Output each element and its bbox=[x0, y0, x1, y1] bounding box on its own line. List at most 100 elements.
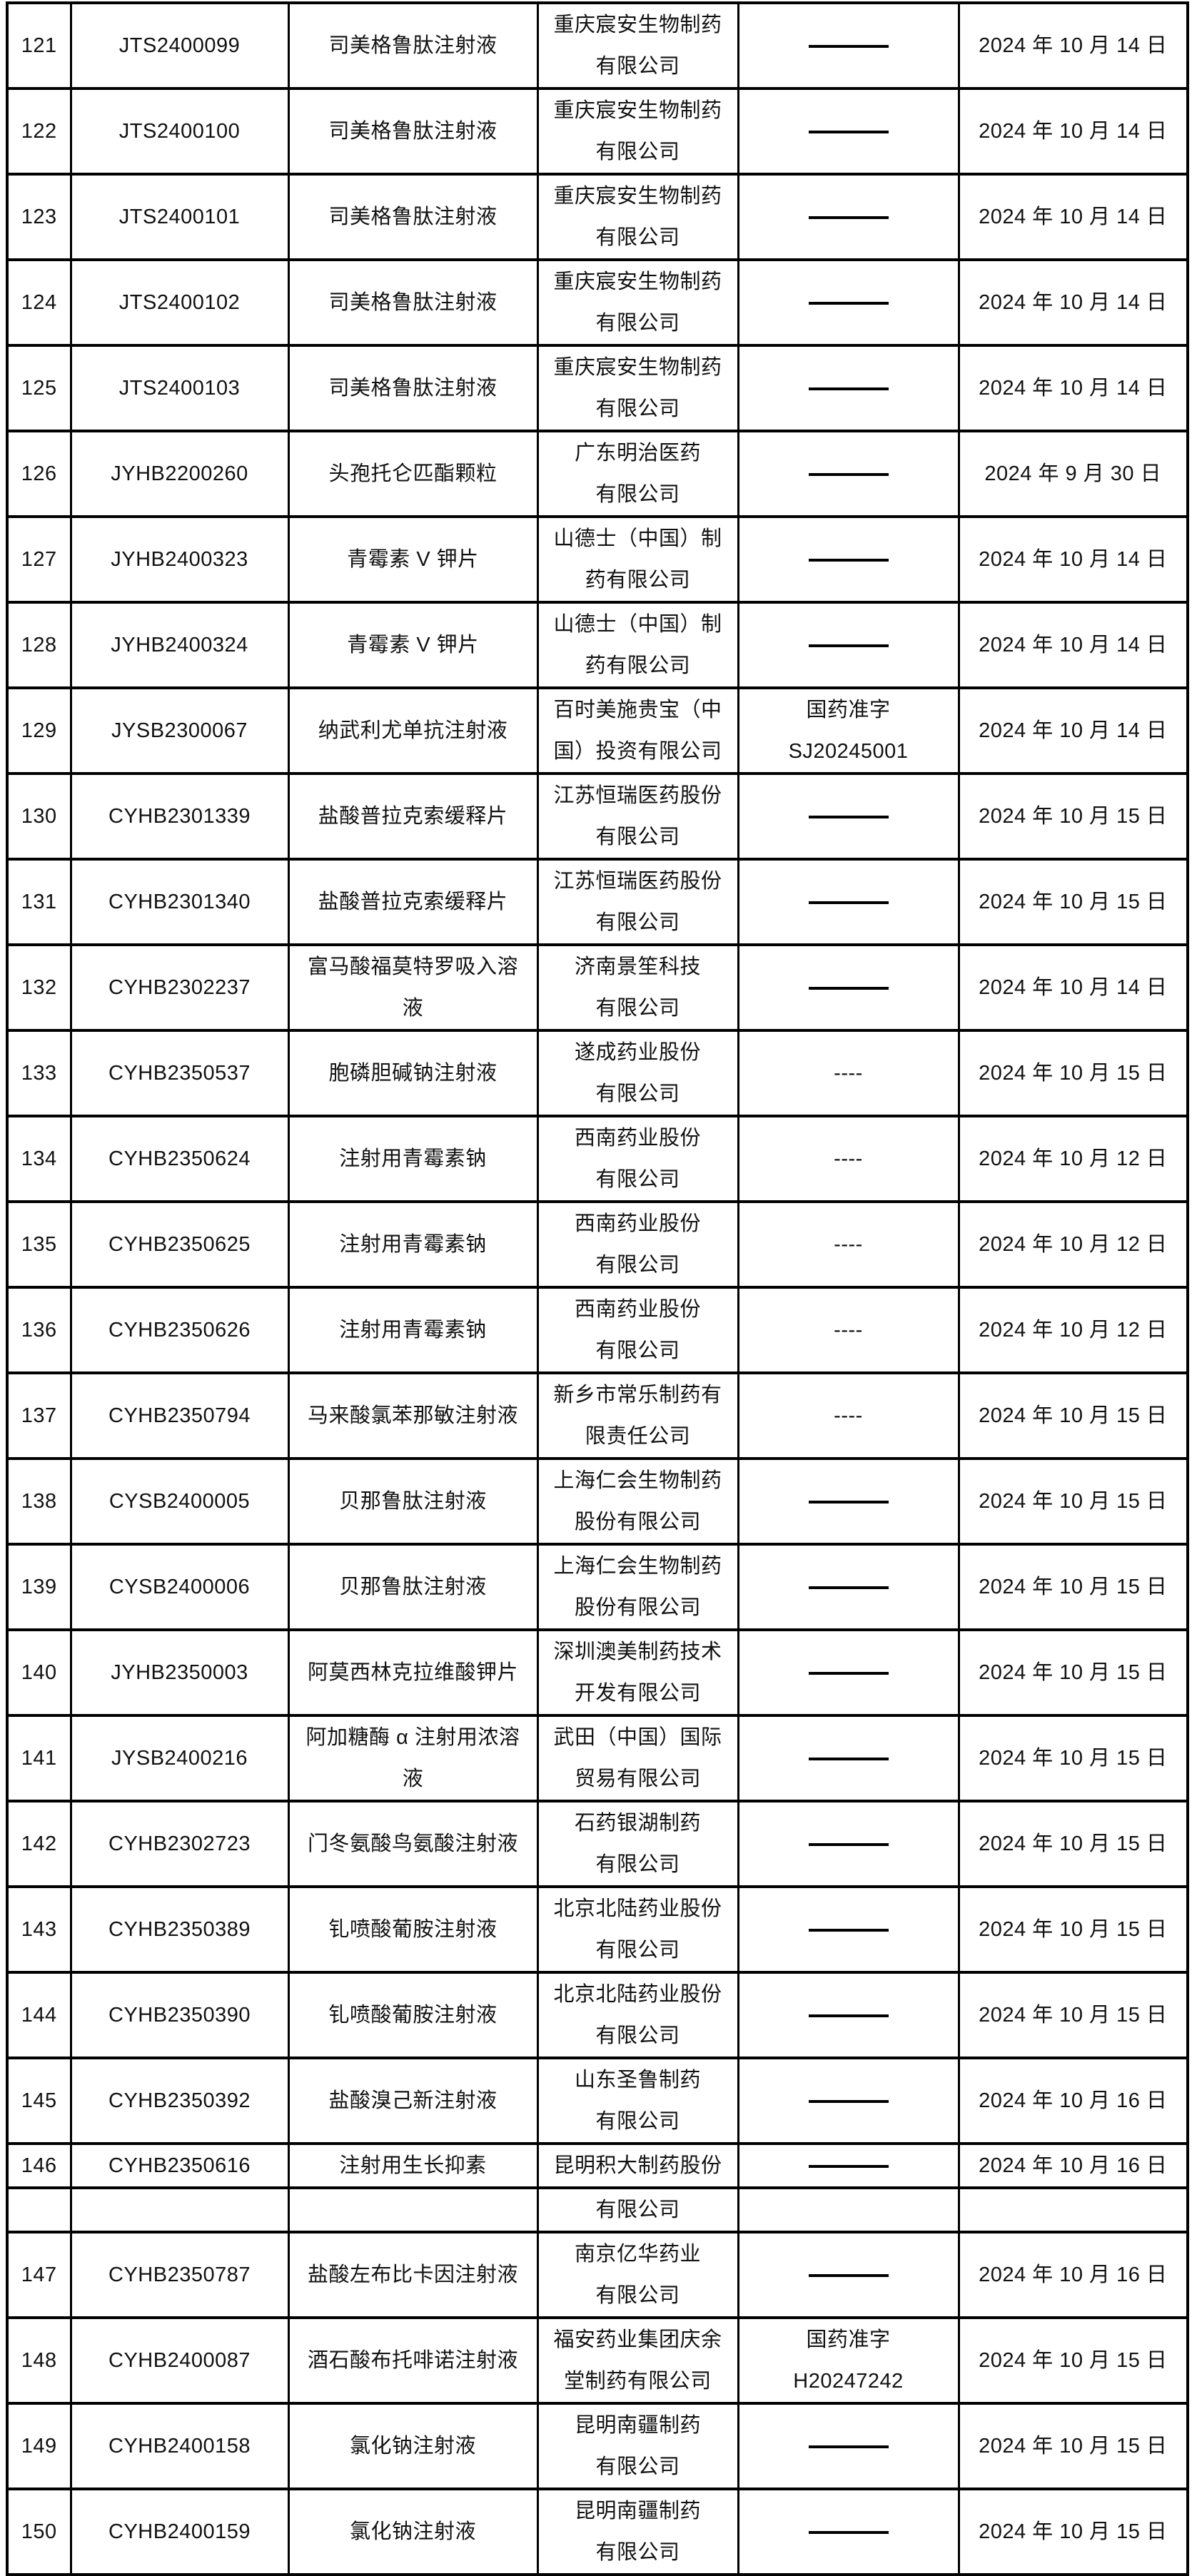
long-dash bbox=[808, 130, 889, 133]
company-cell: 西南药业股份 有限公司 bbox=[536, 1286, 739, 1374]
company-cell-text: 有限公司 bbox=[595, 2110, 680, 2133]
serial-cell: 149 bbox=[6, 2402, 72, 2490]
acceptance-number-cell-text: CYHB2350794 bbox=[108, 1404, 251, 1427]
drug-name-cell-text: 纳武利尤单抗注射液 bbox=[318, 719, 508, 742]
drug-name-cell-text: 液 bbox=[402, 1768, 424, 1790]
long-dash bbox=[808, 2099, 889, 2103]
drug-name-cell-text: 司美格鲁肽注射液 bbox=[328, 34, 497, 57]
drug-name-cell-text: 注射用青霉素钠 bbox=[339, 1319, 487, 1342]
approval-number-cell bbox=[737, 2402, 960, 2490]
table-row: 142 CYHB2302723 门冬氨酸鸟氨酸注射液 石药银湖制药 有限公司 2024 年… bbox=[6, 1800, 1189, 1888]
table-row: 137 CYHB2350794 马来酸氯苯那敏注射液 新乡市常乐制药有 限责任公司 ---… bbox=[6, 1371, 1189, 1460]
company-cell: 江苏恒瑞医药股份 有限公司 bbox=[536, 772, 739, 861]
table-row: 136 CYHB2350626 注射用青霉素钠 西南药业股份 有限公司 ---- 2024 … bbox=[6, 1286, 1189, 1374]
company-cell-text: 药有限公司 bbox=[585, 569, 691, 592]
long-dash bbox=[808, 2164, 889, 2168]
date-cell: 2024 年 9 月 30 日 bbox=[957, 430, 1189, 518]
serial-cell: 144 bbox=[6, 1971, 72, 2059]
date-cell-text: 2024 年 10 月 15 日 bbox=[979, 1576, 1168, 1598]
company-cell: 新乡市常乐制药有 限责任公司 bbox=[536, 1371, 739, 1460]
company-cell-text: 济南景笙科技 bbox=[574, 955, 701, 978]
serial-cell-text: 147 bbox=[21, 2263, 57, 2286]
date-cell: 2024 年 10 月 15 日 bbox=[957, 1029, 1189, 1117]
date-cell: 2024 年 10 月 15 日 bbox=[957, 1714, 1189, 1802]
approval-number-cell bbox=[737, 1714, 960, 1802]
date-cell: 2024 年 10 月 12 日 bbox=[957, 1115, 1189, 1203]
serial-cell: 142 bbox=[6, 1800, 72, 1888]
serial-cell-text: 121 bbox=[21, 34, 57, 57]
table-row: 140 JYHB2350003 阿莫西林克拉维酸钾片 深圳澳美制药技术 开发有限公司 20… bbox=[6, 1628, 1189, 1717]
drug-name-cell: 门冬氨酸鸟氨酸注射液 bbox=[287, 1800, 539, 1888]
company-cell-text: 昆明积大制药股份 bbox=[553, 2154, 722, 2177]
serial-cell: 150 bbox=[6, 2488, 72, 2576]
company-cell-text: 重庆宸安生物制药 bbox=[553, 270, 722, 293]
company-cell: 济南景笙科技 有限公司 bbox=[536, 943, 739, 1032]
drug-name-cell: 酒石酸布托啡诺注射液 bbox=[287, 2316, 539, 2405]
date-cell-text: 2024 年 10 月 16 日 bbox=[979, 2263, 1168, 2286]
drug-name-cell-text: 门冬氨酸鸟氨酸注射液 bbox=[307, 1832, 518, 1855]
acceptance-number-cell-text: JYHB2400324 bbox=[111, 634, 248, 656]
table-row: 127 JYHB2400323 青霉素 V 钾片 山德士（中国）制 药有限公司 2024 … bbox=[6, 515, 1189, 604]
drug-name-cell-text: 贝那鲁肽注射液 bbox=[339, 1576, 487, 1598]
serial-cell: 136 bbox=[6, 1286, 72, 1374]
company-cell-text: 有限公司 bbox=[595, 2199, 680, 2221]
acceptance-number-cell: CYHB2400159 bbox=[69, 2488, 290, 2576]
approval-number-cell bbox=[737, 601, 960, 689]
approval-number-cell: ---- bbox=[737, 1029, 960, 1117]
approval-number-cell bbox=[737, 2186, 960, 2233]
document-page: 121 JTS2400099 司美格鲁肽注射液 重庆宸安生物制药 有限公司 2024 年 … bbox=[6, 1, 1189, 2576]
table-row: 143 CYHB2350389 钆喷酸葡胺注射液 北京北陆药业股份 有限公司 2024 年… bbox=[6, 1885, 1189, 1974]
drug-name-cell: 阿莫西林克拉维酸钾片 bbox=[287, 1628, 539, 1717]
acceptance-number-cell-text: CYHB2400159 bbox=[108, 2520, 251, 2543]
drug-name-cell-text: 头孢托仑匹酯颗粒 bbox=[328, 462, 497, 485]
acceptance-number-cell: CYHB2301339 bbox=[69, 772, 290, 861]
acceptance-number-cell-text: CYHB2350626 bbox=[108, 1319, 251, 1342]
company-cell: 重庆宸安生物制药 有限公司 bbox=[536, 258, 739, 347]
date-cell: 2024 年 10 月 14 日 bbox=[957, 601, 1189, 689]
approval-number-cell bbox=[737, 87, 960, 176]
acceptance-number-cell: CYSB2400005 bbox=[69, 1457, 290, 1546]
company-cell: 南京亿华药业 有限公司 bbox=[536, 2231, 739, 2319]
company-cell-text: 有限公司 bbox=[595, 911, 680, 934]
acceptance-number-cell: CYHB2350626 bbox=[69, 1286, 290, 1374]
date-cell: 2024 年 10 月 16 日 bbox=[957, 2142, 1189, 2189]
company-cell-text: 有限公司 bbox=[595, 2455, 680, 2478]
date-cell-text: 2024 年 10 月 15 日 bbox=[979, 1062, 1168, 1085]
company-cell: 山德士（中国）制 药有限公司 bbox=[536, 601, 739, 689]
serial-cell: 129 bbox=[6, 686, 72, 775]
company-cell-text: 北京北陆药业股份 bbox=[553, 1983, 722, 2006]
serial-cell: 133 bbox=[6, 1029, 72, 1117]
date-cell: 2024 年 10 月 14 日 bbox=[957, 87, 1189, 176]
company-cell-text: 深圳澳美制药技术 bbox=[553, 1641, 722, 1663]
drug-name-cell: 头孢托仑匹酯颗粒 bbox=[287, 430, 539, 518]
company-cell: 石药银湖制药 有限公司 bbox=[536, 1800, 739, 1888]
approval-number-cell-text: 国药准字 bbox=[806, 699, 891, 721]
serial-cell-text: 149 bbox=[21, 2435, 57, 2458]
drug-name-cell: 盐酸普拉克索缓释片 bbox=[287, 858, 539, 946]
table-row: 134 CYHB2350624 注射用青霉素钠 西南药业股份 有限公司 ---- 2024 … bbox=[6, 1115, 1189, 1203]
serial-cell-text: 146 bbox=[21, 2154, 57, 2177]
long-dash bbox=[808, 1500, 889, 1503]
approval-number-cell bbox=[737, 173, 960, 261]
table-row: 147 CYHB2350787 盐酸左布比卡因注射液 南京亿华药业 有限公司 2024 年… bbox=[6, 2231, 1189, 2319]
date-cell-text: 2024 年 10 月 15 日 bbox=[979, 891, 1168, 913]
acceptance-number-cell-text: CYHB2302237 bbox=[108, 976, 251, 999]
company-cell-text: 有限公司 bbox=[595, 826, 680, 848]
serial-cell-text: 141 bbox=[21, 1747, 57, 1770]
date-cell-text: 2024 年 10 月 14 日 bbox=[979, 976, 1168, 999]
acceptance-number-cell: CYHB2302723 bbox=[69, 1800, 290, 1888]
acceptance-number-cell: JTS2400103 bbox=[69, 344, 290, 432]
company-cell: 重庆宸安生物制药 有限公司 bbox=[536, 173, 739, 261]
company-cell-text: 有限公司 bbox=[595, 1853, 680, 1876]
drug-name-cell: 贝那鲁肽注射液 bbox=[287, 1457, 539, 1546]
serial-cell-text: 143 bbox=[21, 1918, 57, 1941]
serial-cell: 122 bbox=[6, 87, 72, 176]
date-cell-text: 2024 年 10 月 15 日 bbox=[979, 1661, 1168, 1684]
approval-number-cell-text: ---- bbox=[834, 1404, 863, 1427]
date-cell: 2024 年 10 月 14 日 bbox=[957, 173, 1189, 261]
long-dash bbox=[808, 215, 889, 219]
serial-cell: 134 bbox=[6, 1115, 72, 1203]
drug-name-cell bbox=[287, 2186, 539, 2233]
acceptance-number-cell: CYHB2350389 bbox=[69, 1885, 290, 1974]
acceptance-number-cell-text: CYHB2302723 bbox=[108, 1832, 251, 1855]
